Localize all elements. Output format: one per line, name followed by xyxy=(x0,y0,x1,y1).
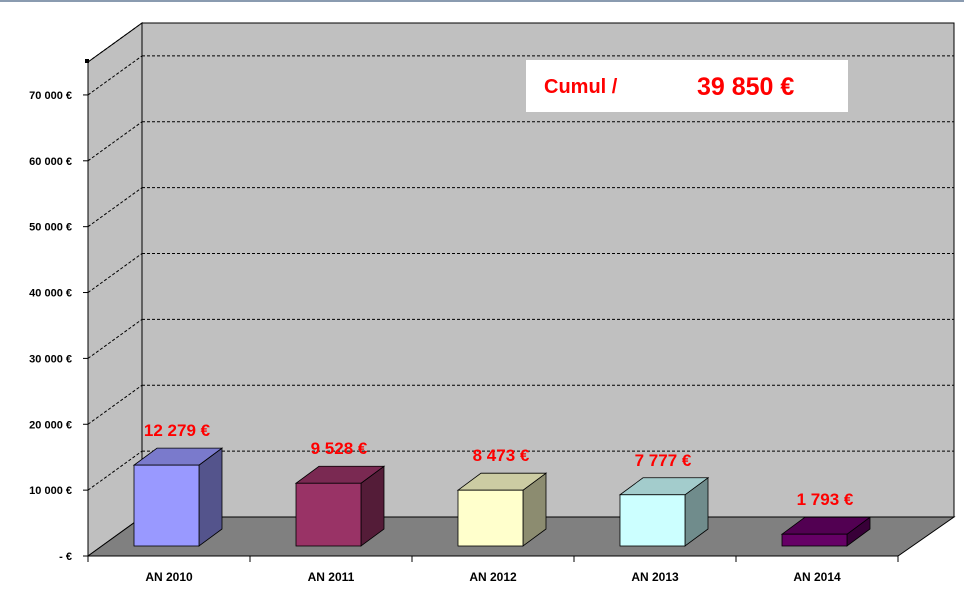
y-tick-label: 50 000 € xyxy=(29,222,72,234)
x-tick-label: AN 2013 xyxy=(631,570,679,584)
gridline xyxy=(87,121,143,162)
gridline xyxy=(87,253,143,293)
x-tick-label: AN 2011 xyxy=(308,570,355,584)
gridline xyxy=(87,384,143,425)
gridline xyxy=(87,22,143,63)
bar-front xyxy=(619,494,686,547)
y-tick-label: 20 000 € xyxy=(29,419,72,431)
gridline xyxy=(87,55,143,96)
cumul-label: Cumul / xyxy=(544,76,618,98)
data-labels: 12 279 € 9 528 € 8 473 € 7 777 € 1 793 € xyxy=(144,421,854,509)
data-label: 8 473 € xyxy=(473,446,530,465)
top-border xyxy=(0,0,964,2)
bar-front xyxy=(133,464,200,547)
y-axis-cap xyxy=(85,59,89,63)
data-label: 7 777 € xyxy=(635,451,692,470)
y-tick-label: - € xyxy=(59,551,72,563)
y-tick-label: 60 000 € xyxy=(29,156,72,168)
y-tick-label: 30 000 € xyxy=(29,353,72,365)
y-tick-label: 70 000 € xyxy=(29,90,72,102)
bar-front xyxy=(457,489,524,547)
cumul-value: 39 850 € xyxy=(697,73,794,101)
x-tick-label: AN 2010 xyxy=(145,570,193,584)
data-label: 1 793 € xyxy=(797,490,854,509)
bar-an-2012 xyxy=(456,472,548,547)
bar-an-2013 xyxy=(618,476,710,547)
data-label: 9 528 € xyxy=(311,439,368,458)
x-tick-label: AN 2012 xyxy=(469,570,517,584)
y-axis: - € 10 000 € 20 000 € 30 000 € 40 000 € 50 00… xyxy=(29,59,89,563)
gridline xyxy=(87,318,143,359)
bars xyxy=(132,447,872,547)
x-tick-label: AN 2014 xyxy=(793,570,841,584)
cumul-box xyxy=(526,60,848,112)
bar-an-2010 xyxy=(132,447,224,547)
bar-front xyxy=(295,482,362,547)
y-tick-label: 40 000 € xyxy=(29,288,72,300)
data-label: 12 279 € xyxy=(144,421,211,440)
gridline xyxy=(87,187,143,228)
y-tick-label: 10 000 € xyxy=(29,485,72,497)
gridline xyxy=(87,450,143,491)
x-axis: AN 2010 AN 2011 AN 2012 AN 2013 AN 2014 xyxy=(87,555,899,584)
gridlines xyxy=(87,22,954,491)
bar-an-2011 xyxy=(294,465,386,547)
bar-an-2014 xyxy=(780,516,872,547)
bar-front xyxy=(781,533,848,547)
